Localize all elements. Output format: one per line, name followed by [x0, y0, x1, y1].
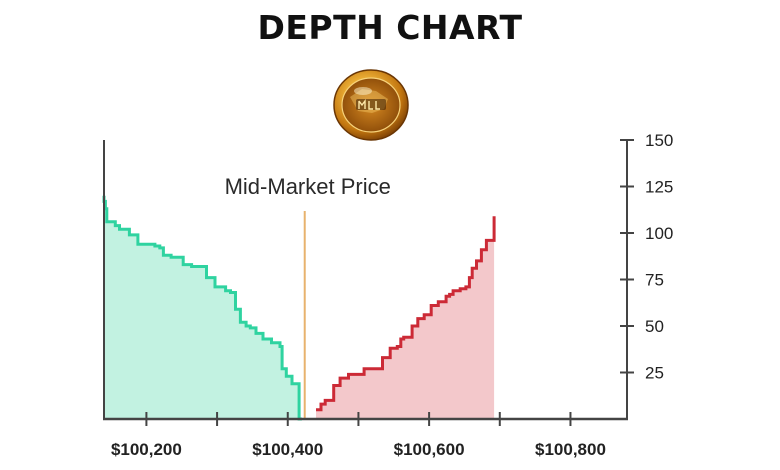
- y-tick-label: 50: [645, 317, 664, 336]
- x-tick-label: $100,600: [394, 440, 465, 459]
- x-tick-label: $100,800: [535, 440, 606, 459]
- x-tick-label: $100,400: [252, 440, 323, 459]
- bids-area: [104, 195, 302, 419]
- y-tick-label: 75: [645, 271, 664, 290]
- y-tick-label: 125: [645, 178, 673, 197]
- bids-line: [102, 195, 302, 421]
- y-tick-label: 100: [645, 224, 673, 243]
- y-tick-label: 150: [645, 131, 673, 150]
- coin-logo-icon: [333, 69, 409, 141]
- x-tick-label: $100,200: [111, 440, 182, 459]
- y-tick-label: 25: [645, 364, 664, 383]
- asks-line: [316, 216, 496, 412]
- mid-market-label: Mid-Market Price: [225, 174, 391, 199]
- chart-title: DEPTH CHART: [257, 8, 523, 47]
- asks-area: [316, 216, 495, 419]
